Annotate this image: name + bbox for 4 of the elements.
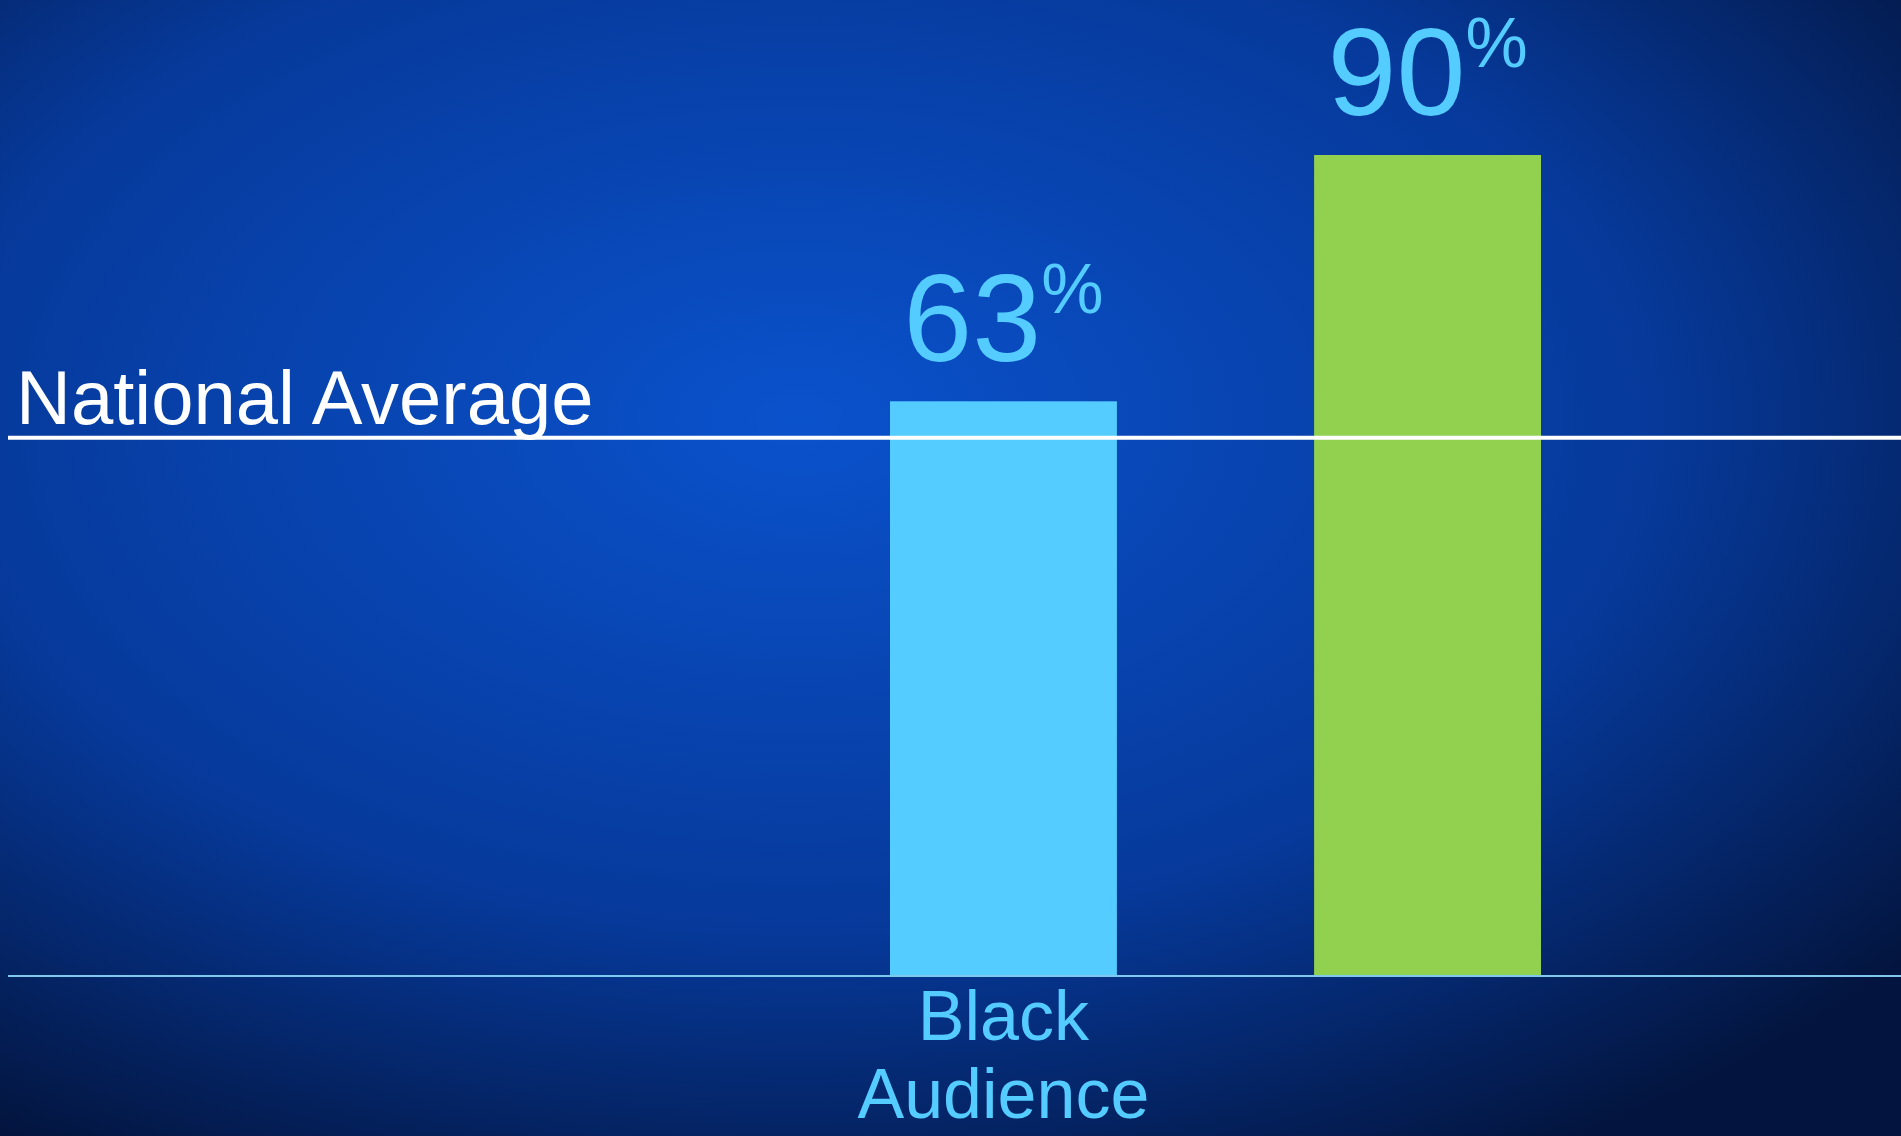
data-label: 90$^{%}$ bbox=[1327, 3, 1528, 141]
x-tick-label: Black Audience bbox=[857, 977, 1150, 1133]
ref-line-label: National Average bbox=[16, 354, 594, 440]
data-label: 63$^{%}$ bbox=[903, 249, 1104, 388]
